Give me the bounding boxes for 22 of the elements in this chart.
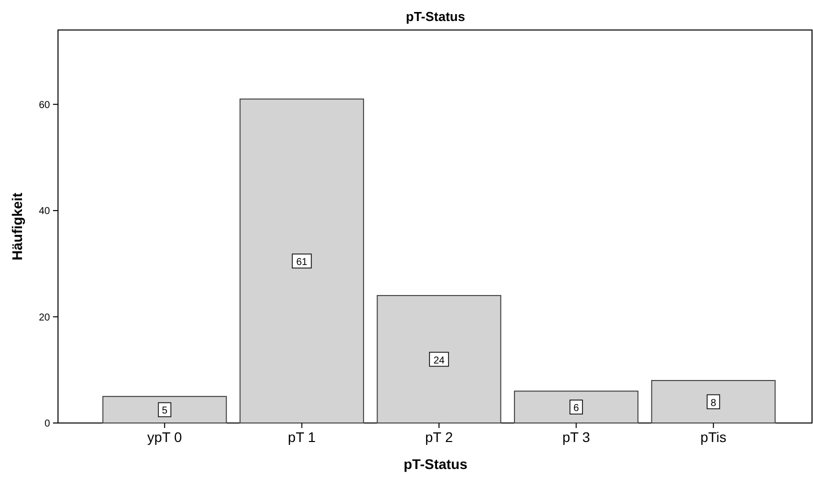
bar [651,380,776,424]
data-label: 61 [296,257,308,268]
x-tick-label: pT 1 [288,429,316,445]
chart-title: pT-Status [406,9,466,24]
bar [514,390,638,424]
bar [376,295,502,424]
y-axis-title: Häufigkeit [9,192,25,260]
bar [102,396,227,424]
x-tick-label: pT 2 [425,429,454,445]
data-label: 8 [710,398,717,409]
bar [240,98,364,424]
x-tick-label: pT 3 [562,429,590,445]
y-tick-label: 60 [38,100,50,111]
y-tick-label: 0 [44,418,50,430]
x-axis-title: pT-Status [404,456,468,472]
data-label: 5 [162,406,168,417]
x-tick-label: ypT 0 [147,429,182,445]
data-label: 24 [433,355,445,366]
data-label: 6 [573,403,580,414]
y-tick-label: 40 [38,206,50,218]
y-tick-label: 20 [38,312,50,324]
x-tick-label: pTis [700,429,726,445]
